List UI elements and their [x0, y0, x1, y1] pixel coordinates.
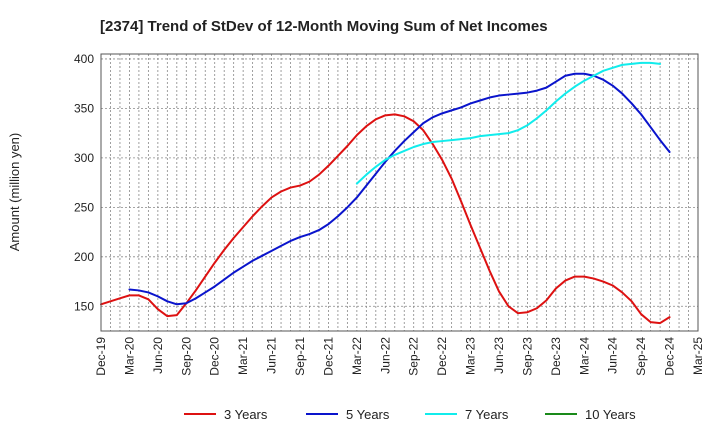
chart-title: [2374] Trend of StDev of 12-Month Moving…	[100, 18, 548, 35]
y-tick-label-2: 250	[74, 200, 94, 214]
x-tick-label-10: Jun-22	[378, 337, 392, 374]
y-tick-label-3: 300	[74, 151, 94, 165]
series-line-1	[128, 72, 671, 306]
x-tick-label-9: Mar-22	[350, 337, 364, 375]
y-tick-label-4: 350	[74, 101, 94, 115]
legend-label-3: 10 Years	[585, 407, 636, 422]
legend-label-1: 5 Years	[346, 407, 390, 422]
x-tick-label-19: Sep-24	[634, 337, 648, 376]
y-tick-label-5: 400	[74, 52, 94, 66]
series-line-0	[100, 113, 671, 325]
x-tick-label-3: Sep-20	[179, 337, 193, 376]
series-line-2	[355, 61, 662, 185]
x-tick-label-17: Mar-24	[577, 337, 591, 375]
x-tick-label-20: Dec-24	[663, 337, 677, 376]
legend-label-0: 3 Years	[224, 407, 268, 422]
plot-frame	[100, 53, 699, 332]
x-tick-label-14: Jun-23	[492, 337, 506, 374]
x-tick-labels: Dec-19 Mar-20 Jun-20 Sep-20 Dec-20 Mar-21 Jun-…	[94, 337, 705, 376]
x-tick-label-11: Sep-22	[407, 337, 421, 376]
x-tick-label-2: Jun-20	[151, 337, 165, 374]
x-tick-label-13: Mar-23	[464, 337, 478, 375]
x-tick-label-16: Dec-23	[549, 337, 563, 376]
grid-lines	[100, 54, 699, 331]
y-tick-label-0: 150	[74, 299, 94, 313]
x-tick-label-4: Dec-20	[208, 337, 222, 376]
x-tick-label-18: Jun-24	[606, 337, 620, 374]
x-tick-label-6: Jun-21	[265, 337, 279, 374]
x-tick-label-21: Mar-25	[691, 337, 705, 375]
x-tick-label-0: Dec-19	[94, 337, 108, 376]
x-tick-label-5: Mar-21	[236, 337, 250, 375]
x-tick-label-7: Sep-21	[293, 337, 307, 376]
y-tick-labels: 150 200 250 300 350 400	[74, 52, 94, 313]
x-tick-label-12: Dec-22	[435, 337, 449, 376]
x-tick-label-15: Sep-23	[520, 337, 534, 376]
y-tick-label-1: 200	[74, 250, 94, 264]
x-tick-label-8: Dec-21	[321, 337, 335, 376]
y-axis-label: Amount (million yen)	[7, 133, 22, 252]
x-tick-label-1: Mar-20	[122, 337, 136, 375]
legend: 3 Years 5 Years 7 Years 10 Years	[184, 407, 636, 422]
series-lines	[100, 61, 671, 325]
legend-label-2: 7 Years	[465, 407, 509, 422]
